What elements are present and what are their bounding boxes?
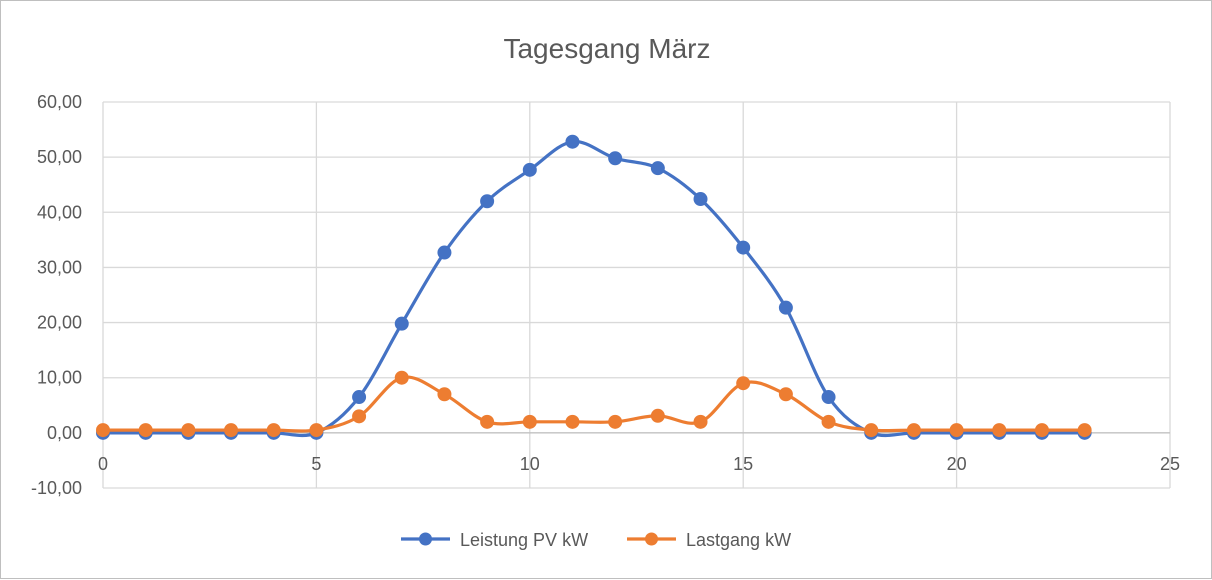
legend-label-2: Lastgang kW <box>686 530 791 550</box>
series-2-point <box>309 423 324 438</box>
series-2-point <box>736 376 751 391</box>
series-2-point <box>650 408 665 423</box>
x-tick-label: 15 <box>733 454 753 474</box>
plot-area: -10,00 0,00 10,00 20,00 30,00 40,00 50,00 60,00… <box>31 92 1180 498</box>
y-tick-label: 50,00 <box>37 147 82 167</box>
series-line-2 <box>103 375 1085 433</box>
legend-label-1: Leistung PV kW <box>460 530 588 550</box>
series-2-point <box>480 414 495 429</box>
legend: Leistung PV kW Lastgang kW <box>401 530 791 550</box>
series-2-point <box>437 387 452 402</box>
legend-marker-2 <box>645 532 658 546</box>
series-2-point <box>565 414 580 429</box>
series-1-point <box>394 316 409 331</box>
series-2-point <box>1034 423 1049 438</box>
y-tick-label: 10,00 <box>37 368 82 388</box>
series-1-point <box>736 240 751 255</box>
series-1-point <box>352 390 367 405</box>
y-tick-label: 60,00 <box>37 92 82 112</box>
series-2-point <box>992 423 1007 438</box>
series-1-point <box>608 151 623 166</box>
series-1-point <box>778 300 793 315</box>
y-tick-label: 40,00 <box>37 202 82 222</box>
y-tick-label: 30,00 <box>37 257 82 277</box>
series-2-point <box>906 423 921 438</box>
series-1-point <box>522 162 537 177</box>
series-2-point <box>394 370 409 385</box>
series-1-point <box>565 134 580 149</box>
series-2-point <box>821 414 836 429</box>
series-2-point <box>138 423 153 438</box>
y-tick-label: 0,00 <box>47 423 82 443</box>
x-tick-label: 0 <box>98 454 108 474</box>
series-1-point <box>650 161 665 176</box>
series-2-point <box>949 423 964 438</box>
series-2-point <box>693 414 708 429</box>
series-2-point <box>266 423 281 438</box>
series-2-point <box>778 387 793 402</box>
series-1-point <box>480 194 495 209</box>
series-2-point <box>1077 423 1092 438</box>
series-1-point <box>821 390 836 405</box>
x-tick-label: 20 <box>947 454 967 474</box>
series-line-1 <box>102 140 1085 438</box>
y-tick-label: -10,00 <box>31 478 82 498</box>
series-1-point <box>693 192 708 207</box>
series-2-point <box>181 423 196 438</box>
chart-title: Tagesgang März <box>503 33 710 64</box>
series-2-point <box>352 409 367 424</box>
series-1-point <box>437 245 452 260</box>
legend-marker-1 <box>419 532 432 546</box>
x-tick-label: 10 <box>520 454 540 474</box>
series-2-point <box>608 414 623 429</box>
x-tick-label: 25 <box>1160 454 1180 474</box>
series-2-point <box>96 423 110 438</box>
series-2-point <box>522 414 537 429</box>
series-2-point <box>224 423 239 438</box>
series-2-point <box>864 423 879 438</box>
y-tick-label: 20,00 <box>37 313 82 333</box>
x-tick-label: 5 <box>311 454 321 474</box>
